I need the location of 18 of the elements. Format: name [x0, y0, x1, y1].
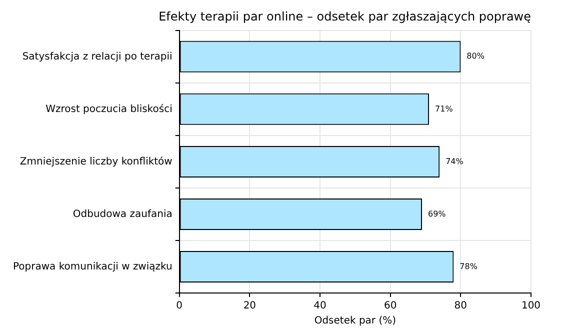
data-label: 74% [446, 156, 464, 166]
y-tick-label: Zmniejszenie liczby konfliktów [20, 156, 172, 168]
x-tick-label: 80 [454, 300, 468, 312]
x-tick-label: 100 [521, 300, 541, 312]
data-label: 78% [460, 262, 478, 271]
chart-title: Efekty terapii par online – odsetek par zgłaszających poprawę [158, 9, 531, 24]
y-tick-label: Satysfakcja z relacji po terapii [22, 51, 172, 62]
y-tick-label: Poprawa komunikacji w związku [12, 261, 172, 272]
x-tick-label: 20 [243, 300, 256, 312]
x-tick-label: 0 [176, 300, 183, 312]
data-label: 80% [466, 52, 485, 61]
data-label: 69% [428, 209, 446, 218]
data-label: 71% [435, 104, 454, 114]
x-axis-title: Odsetek par (%) [314, 316, 396, 327]
y-tick-label: Wzrost poczucia bliskości [46, 102, 172, 115]
x-tick-label: 60 [384, 300, 397, 312]
y-tick-label: Odbudowa zaufania [72, 208, 172, 220]
x-tick-label: 40 [314, 300, 326, 312]
